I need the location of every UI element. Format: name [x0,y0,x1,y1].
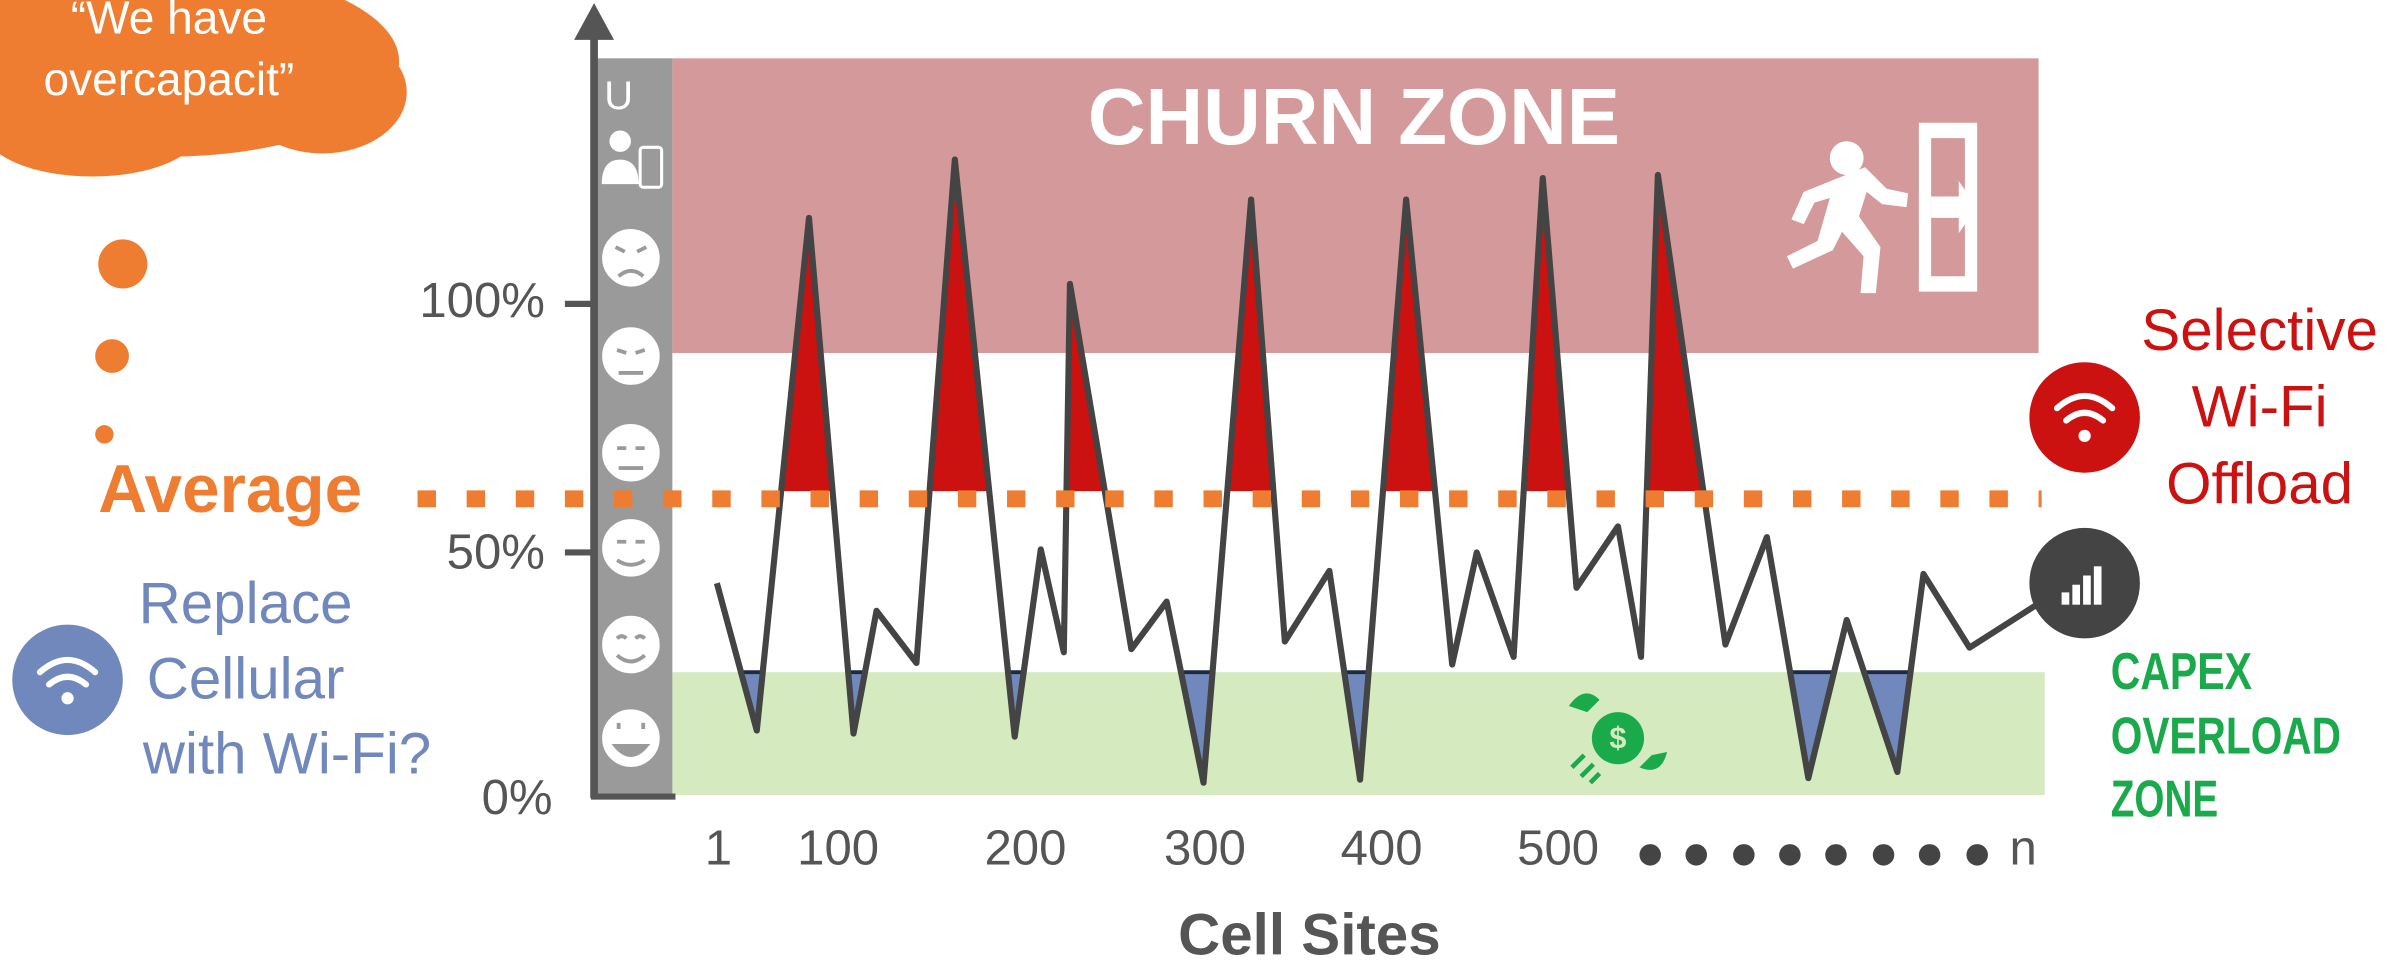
x-tick-label: 400 [1341,822,1423,876]
replace-label: Replace [139,571,353,636]
offload-icon [2029,362,2140,472]
wifi-dot [2078,430,2090,442]
offload-label: Wi-Fi [2192,375,2328,440]
ellipsis-dots [1639,844,1987,865]
y-axis-arrow [574,3,614,40]
x-tick-label: 300 [1164,822,1246,876]
x-tick-label: 1 [705,822,732,876]
x-axis-title: Cell Sites [1178,903,1441,968]
capex-label: CAPEX [2111,643,2252,701]
money-symbol: $ [1609,720,1626,755]
diagram: “We have overcapacit” CHURN ZONE U 100% … [0,0,2407,973]
y-tick-label: 0% [482,771,553,825]
x-tick-label: n [2010,822,2037,876]
x-tick-label: 200 [984,822,1066,876]
capex-label: ZONE [2111,770,2218,828]
x-tick-label: 100 [797,822,879,876]
page: { "callout": {"lines": ["“We have", "ove… [0,0,2407,973]
replace-label: Cellular [147,646,345,711]
wifi-dot [61,692,73,704]
callout-text: “We have [71,0,267,44]
offload-label: Offload [2166,451,2353,516]
y-tick-label: 100% [419,274,545,328]
offload-label: Selective [2141,298,2378,363]
replace-label: with Wi-Fi? [142,722,431,787]
y-tick-label: 50% [447,526,545,580]
capex-label: OVERLOAD [2111,708,2341,766]
x-tick-label: 500 [1517,822,1599,876]
scale-icon-label: U [604,74,633,118]
churn-zone-label: CHURN ZONE [1088,72,1620,161]
average-label: Average [98,452,362,527]
callout-text: overcapacit” [43,53,294,105]
